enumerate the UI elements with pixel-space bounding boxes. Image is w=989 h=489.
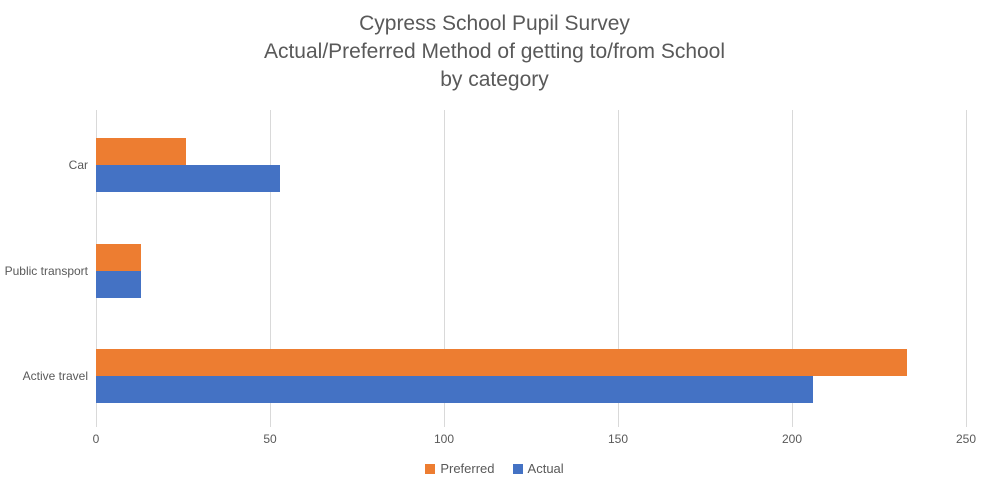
legend-swatch-preferred xyxy=(425,463,436,474)
gridline-200 xyxy=(792,110,793,427)
x-axis-tick-label-200: 200 xyxy=(781,432,803,446)
gridline-250 xyxy=(966,110,967,427)
category-label-active-travel: Active travel xyxy=(22,369,88,383)
chart-title: Cypress School Pupil Survey Actual/Prefe… xyxy=(0,10,989,94)
chart-title-line-2: Actual/Preferred Method of getting to/fr… xyxy=(263,40,726,63)
bar-preferred-car xyxy=(96,138,186,165)
bar-preferred-active-travel xyxy=(96,349,907,376)
plot-area xyxy=(96,110,967,427)
bar-actual-public-transport xyxy=(96,271,141,298)
bar-actual-car xyxy=(96,165,280,192)
legend-label-actual: Actual xyxy=(527,461,564,476)
category-label-car: Car xyxy=(68,158,88,172)
gridline-100 xyxy=(444,110,445,427)
legend-swatch-actual xyxy=(512,463,523,474)
chart-title-line-1: Cypress School Pupil Survey xyxy=(359,12,630,35)
category-label-public-transport: Public transport xyxy=(4,264,88,278)
legend: Preferred Actual xyxy=(0,461,989,476)
x-axis-tick-label-100: 100 xyxy=(433,432,455,446)
legend-label-preferred: Preferred xyxy=(440,461,495,476)
bar-actual-active-travel xyxy=(96,376,813,403)
x-axis-tick-label-250: 250 xyxy=(955,432,977,446)
x-axis-tick-label-150: 150 xyxy=(607,432,629,446)
chart-title-line-3: by category xyxy=(440,68,549,91)
gridline-50 xyxy=(270,110,271,427)
x-axis-tick-label-0: 0 xyxy=(92,432,100,446)
bar-preferred-public-transport xyxy=(96,244,141,271)
x-axis-tick-label-50: 50 xyxy=(263,432,277,446)
legend-item-actual: Actual xyxy=(512,461,564,476)
gridline-150 xyxy=(618,110,619,427)
legend-item-preferred: Preferred xyxy=(425,461,495,476)
